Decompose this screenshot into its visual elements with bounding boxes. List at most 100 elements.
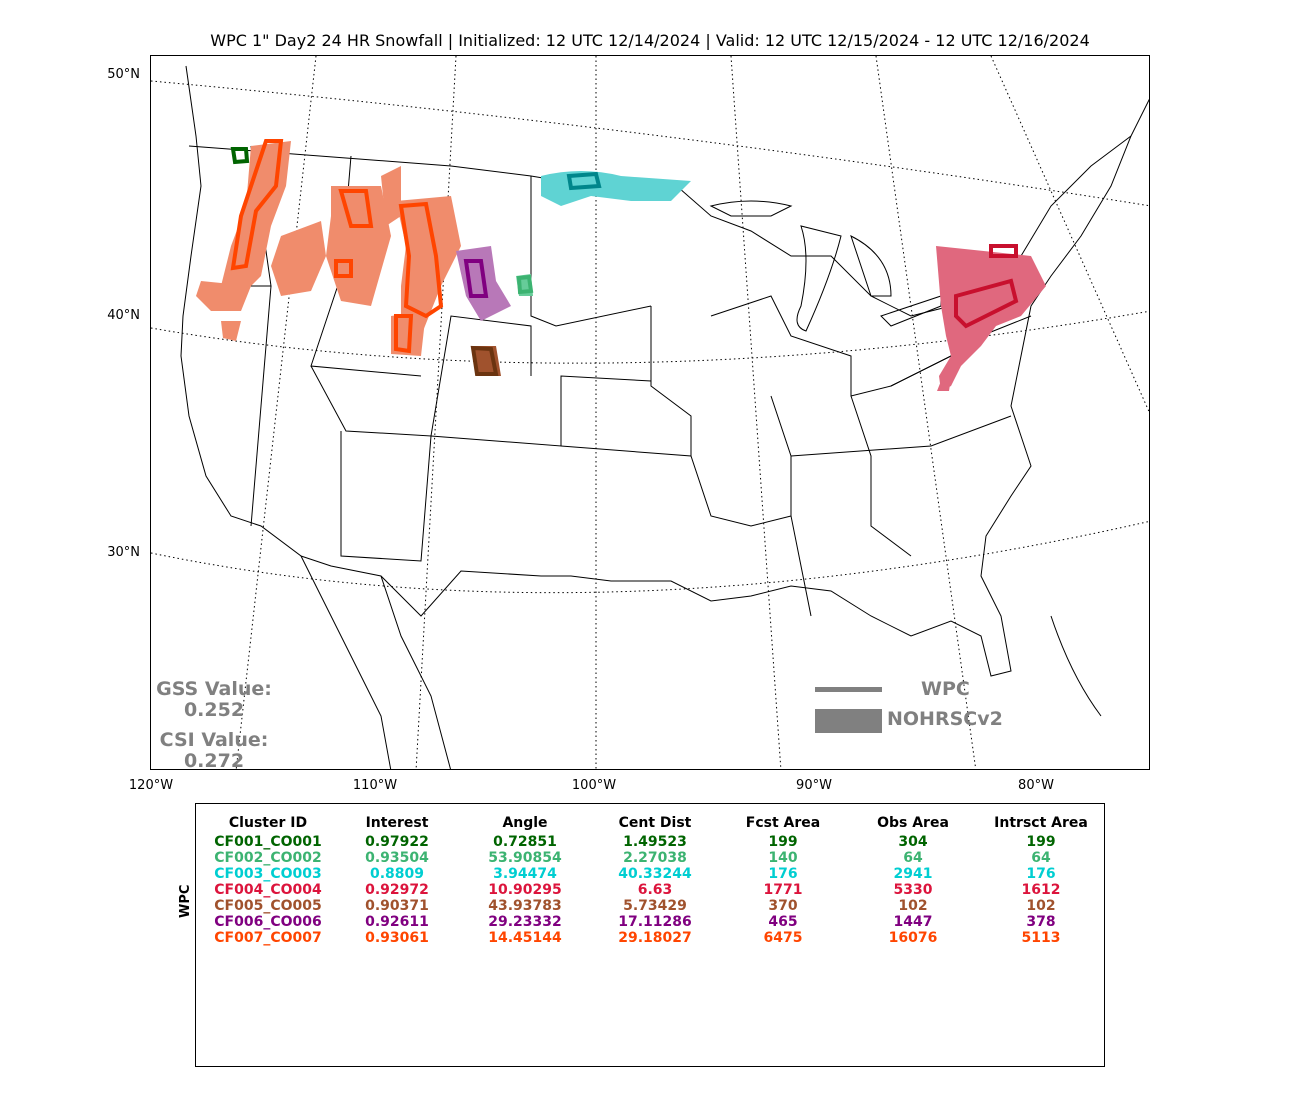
obs-snow-areas — [196, 141, 1046, 391]
table-cell-obs-area-row7: 16076 — [888, 930, 938, 946]
table-cell-cluster-id-row4: CF004_CO004 — [214, 882, 322, 898]
border-nm-az — [340, 431, 432, 562]
meridian-115 — [235, 56, 317, 769]
table-cell-intrsct-area-row2: 64 — [1031, 850, 1051, 866]
table-cell-fcst-area-row7: 6475 — [763, 930, 803, 946]
fcst-contour-cf001 — [230, 147, 250, 165]
meridian-105 — [415, 56, 457, 769]
legend-swatch-nohrsc — [815, 709, 882, 733]
border-midwest — [710, 295, 952, 397]
table-cell-fcst-area-row3: 176 — [768, 866, 798, 882]
header-col-cent-dist: Cent Dist — [618, 815, 692, 831]
table-ylabel: WPC — [178, 884, 193, 918]
table-cell-cluster-id-row6: CF006_CO006 — [214, 914, 322, 930]
map-title: WPC 1" Day2 24 HR Snowfall | Initialized… — [210, 31, 1090, 50]
obs-area-pennsylvania — [936, 246, 1046, 391]
meridian-85 — [875, 56, 977, 769]
fcst-contour-cf003 — [566, 171, 602, 191]
fcst-contour-cf006 — [463, 259, 489, 298]
table-cell-fcst-area-row6: 465 — [768, 914, 798, 930]
lake-michigan — [796, 225, 842, 332]
legend-swatch-wpc — [815, 687, 882, 692]
basemap — [180, 65, 1149, 769]
obs-area-virginia — [937, 378, 951, 391]
obs-area-oregon — [196, 281, 251, 311]
border-nv — [250, 285, 272, 527]
table-cell-intrsct-area-row3: 176 — [1026, 866, 1056, 882]
table-cell-cent-dist-row5: 5.73429 — [623, 898, 687, 914]
table-cell-fcst-area-row4: 1771 — [763, 882, 803, 898]
table-cell-angle-row5: 43.93783 — [488, 898, 562, 914]
table-cell-intrsct-area-row6: 378 — [1026, 914, 1056, 930]
table-cell-obs-area-row5: 102 — [898, 898, 928, 914]
meridian-75 — [990, 56, 1149, 413]
border-wy-co — [310, 315, 532, 437]
table-cell-cluster-id-row7: CF007_CO007 — [214, 930, 322, 946]
table-cell-cent-dist-row6: 17.11286 — [618, 914, 692, 930]
table-cell-angle-row2: 53.90854 — [488, 850, 562, 866]
table-cell-interest-row6: 0.92611 — [365, 914, 429, 930]
table-cell-cent-dist-row7: 29.18027 — [618, 930, 692, 946]
header-col-interest: Interest — [365, 815, 429, 831]
header-col-fcst-area: Fcst Area — [745, 815, 821, 831]
lat-label-40: 40°N — [107, 308, 140, 323]
obs-area-sierra — [221, 321, 241, 341]
obs-area-dakotas — [541, 171, 691, 206]
header-col-intrsct-area: Intrsct Area — [994, 815, 1088, 831]
table-cell-obs-area-row6: 1447 — [893, 914, 933, 930]
lon-label-100: 100°W — [571, 778, 617, 793]
obs-area-montana-w — [381, 166, 401, 226]
table-cell-interest-row4: 0.92972 — [365, 882, 429, 898]
parallel-30 — [151, 520, 1149, 594]
table-cell-cent-dist-row3: 40.33244 — [618, 866, 692, 882]
table-cell-cluster-id-row3: CF003_CO003 — [214, 866, 322, 882]
table-cell-intrsct-area-row5: 102 — [1026, 898, 1056, 914]
table-cell-interest-row2: 0.93504 — [365, 850, 429, 866]
table-cell-fcst-area-row1: 199 — [768, 834, 798, 850]
lon-label-110: 110°W — [352, 778, 398, 793]
lake-huron — [850, 235, 892, 297]
header-col-angle: Angle — [502, 815, 548, 831]
table-cell-cent-dist-row2: 2.27038 — [623, 850, 687, 866]
graticule — [151, 56, 1149, 769]
legend-label-nohrsc: NOHRSCv2 — [887, 708, 1003, 730]
table-cell-interest-row5: 0.90371 — [365, 898, 429, 914]
west-coast — [180, 65, 392, 769]
table-cell-fcst-area-row5: 370 — [768, 898, 798, 914]
legend-label-wpc: WPC — [921, 678, 970, 700]
gss-value: 0.252 — [183, 699, 245, 721]
table-cell-cent-dist-row1: 1.49523 — [623, 834, 687, 850]
table-cell-fcst-area-row2: 140 — [768, 850, 798, 866]
lat-label-30: 30°N — [107, 545, 140, 560]
meridian-95 — [730, 56, 782, 769]
border-ks — [430, 375, 652, 447]
table-cell-angle-row4: 10.90295 — [488, 882, 562, 898]
header-col-cluster-id: Cluster ID — [228, 815, 308, 831]
border-ia-mo — [650, 306, 692, 456]
border-ms-al — [770, 395, 812, 617]
parallel-50 — [151, 80, 1149, 207]
gss-label: GSS Value: — [156, 678, 272, 700]
lon-label-120: 120°W — [128, 778, 174, 793]
cuba — [1050, 615, 1102, 717]
fcst-contour-cf005 — [470, 345, 499, 376]
baja — [380, 575, 451, 769]
table-cell-angle-row1: 0.72851 — [493, 834, 557, 850]
csi-label: CSI Value: — [159, 729, 269, 751]
lon-label-80: 80°W — [1018, 778, 1054, 793]
table-cell-obs-area-row4: 5330 — [893, 882, 933, 898]
table-cell-obs-area-row1: 304 — [898, 834, 928, 850]
gulf-atlantic-coast — [300, 98, 1149, 677]
table-cell-cluster-id-row1: CF001_CO001 — [214, 834, 322, 850]
table-cell-intrsct-area-row7: 5113 — [1021, 930, 1061, 946]
lake-superior — [709, 200, 793, 217]
border-dakotas — [530, 176, 652, 327]
table-cell-interest-row3: 0.8809 — [369, 866, 425, 882]
csi-value: 0.272 — [183, 750, 245, 772]
table-cell-obs-area-row3: 2941 — [893, 866, 933, 882]
fcst-contour-cf002 — [516, 274, 534, 295]
table-cell-cluster-id-row2: CF002_CO002 — [214, 850, 322, 866]
table-cell-intrsct-area-row4: 1612 — [1021, 882, 1061, 898]
table-cell-interest-row7: 0.93061 — [365, 930, 429, 946]
table-cell-interest-row1: 0.97922 — [365, 834, 429, 850]
